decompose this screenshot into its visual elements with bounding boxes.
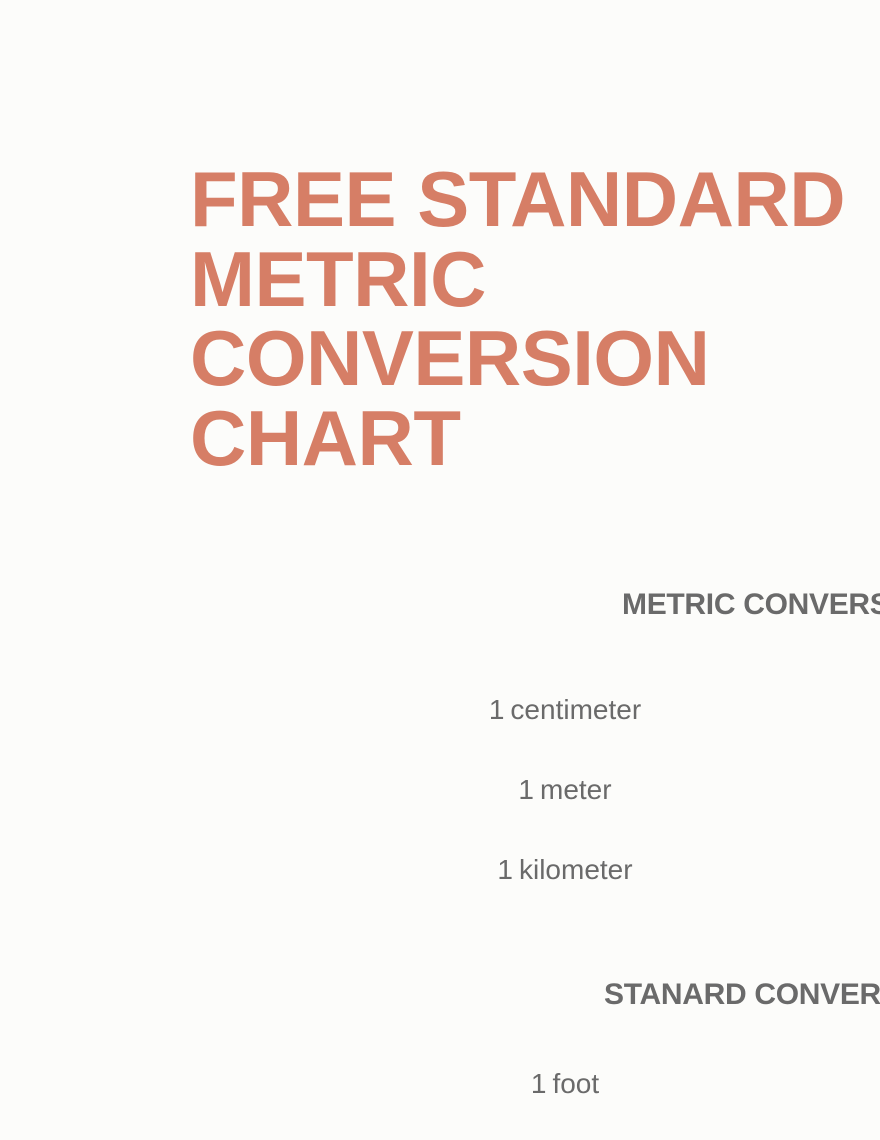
item-unit: centimeter: [510, 694, 641, 725]
list-item: 1meter: [125, 774, 880, 806]
section-header-standard: STANARD CONVERSIONS: [604, 978, 880, 1012]
item-qty: 1: [531, 1068, 547, 1100]
list-item: 1kilometer: [125, 854, 880, 886]
item-qty: 1: [489, 694, 505, 726]
item-qty: 1: [497, 854, 513, 886]
item-qty: 1: [518, 774, 534, 806]
page-title: FREE STANDARD METRIC CONVERSION CHART: [190, 160, 880, 478]
section-header-metric: METRIC CONVERSIONS: [622, 588, 880, 622]
item-unit: foot: [552, 1068, 599, 1099]
item-unit: kilometer: [519, 854, 633, 885]
item-unit: meter: [540, 774, 612, 805]
list-item: 1foot: [125, 1068, 880, 1100]
list-item: 1centimeter: [125, 694, 880, 726]
